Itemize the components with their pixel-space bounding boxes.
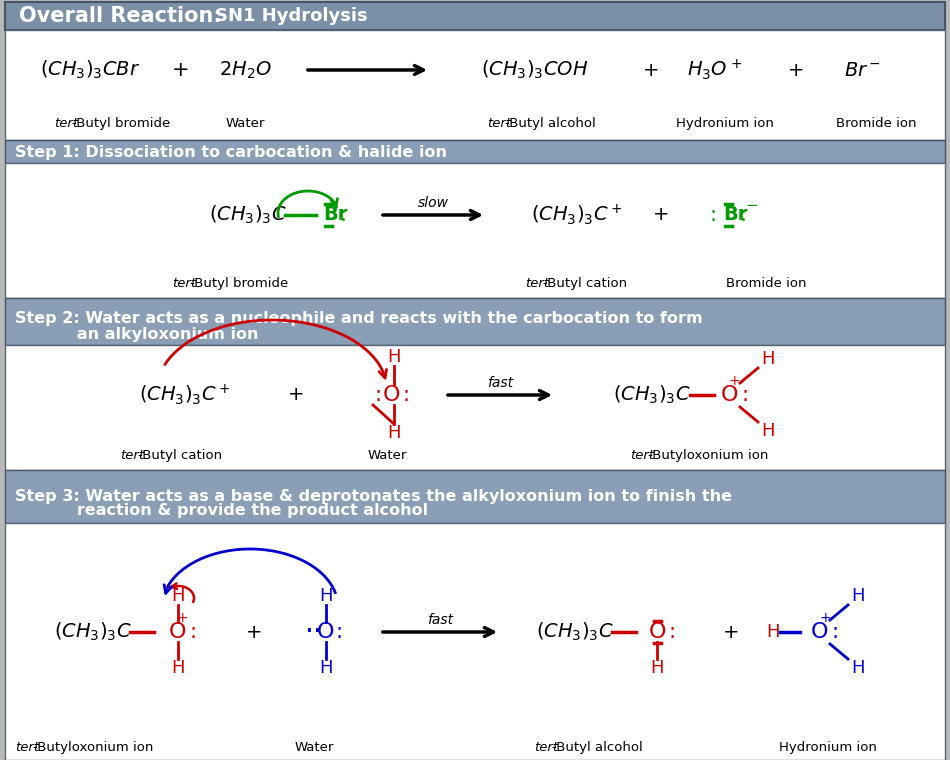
Text: Hydronium ion: Hydronium ion <box>779 741 877 754</box>
Text: -Butyl bromide: -Butyl bromide <box>190 277 288 290</box>
Text: Step 1: Dissociation to carbocation & halide ion: Step 1: Dissociation to carbocation & ha… <box>15 144 447 160</box>
Text: $2H_2O$: $2H_2O$ <box>218 59 272 81</box>
Text: -Butyl cation: -Butyl cation <box>138 449 222 462</box>
Text: Overall Reaction:: Overall Reaction: <box>19 6 221 26</box>
Text: tert: tert <box>630 449 655 462</box>
Text: O: O <box>383 385 401 405</box>
Text: Bromide ion: Bromide ion <box>836 117 917 130</box>
Text: O: O <box>648 622 666 642</box>
Text: H: H <box>319 659 332 677</box>
Text: H: H <box>171 659 184 677</box>
Text: $+$: $+$ <box>245 622 261 641</box>
Text: $+$: $+$ <box>722 622 738 641</box>
Text: :: : <box>335 622 343 642</box>
Text: H: H <box>171 587 184 605</box>
Text: Water: Water <box>368 449 408 462</box>
Text: $+$: $+$ <box>652 205 668 224</box>
Text: H: H <box>388 424 401 442</box>
Text: ·: · <box>313 618 321 646</box>
Text: H: H <box>767 623 780 641</box>
Text: tert: tert <box>54 117 78 130</box>
Text: Bromide ion: Bromide ion <box>726 277 807 290</box>
Bar <box>5 345 945 470</box>
Text: $(CH_3)_3C^+$: $(CH_3)_3C^+$ <box>531 203 623 227</box>
Text: H: H <box>650 659 664 677</box>
Text: $+$: $+$ <box>287 385 303 404</box>
Text: H: H <box>851 587 864 605</box>
Text: ·: · <box>305 618 314 646</box>
Text: -Butyl alcohol: -Butyl alcohol <box>505 117 596 130</box>
Bar <box>5 2 945 30</box>
Text: $-$: $-$ <box>745 195 758 211</box>
Text: $(CH_3)_3CBr$: $(CH_3)_3CBr$ <box>40 59 140 81</box>
Text: :: : <box>403 385 409 405</box>
Text: tert: tert <box>534 741 559 754</box>
Text: O: O <box>169 622 187 642</box>
Text: slow: slow <box>417 196 448 210</box>
Text: :: : <box>740 205 747 225</box>
Text: Br: Br <box>723 205 748 224</box>
Text: Water: Water <box>226 117 265 130</box>
Bar <box>5 30 945 140</box>
Text: +: + <box>176 611 188 625</box>
Text: $H_3O^+$: $H_3O^+$ <box>688 58 743 82</box>
Text: tert: tert <box>120 449 144 462</box>
Text: O: O <box>317 622 334 642</box>
Text: Step 2: Water acts as a nucleophile and reacts with the carbocation to form: Step 2: Water acts as a nucleophile and … <box>15 312 703 327</box>
Text: $(CH_3)_3C$: $(CH_3)_3C$ <box>54 621 132 643</box>
Text: $(CH_3)_3C$: $(CH_3)_3C$ <box>613 384 691 406</box>
Bar <box>5 140 945 163</box>
Text: Water: Water <box>295 741 334 754</box>
Text: -Butyl bromide: -Butyl bromide <box>72 117 170 130</box>
Text: $(CH_3)_3C^+$: $(CH_3)_3C^+$ <box>139 383 231 407</box>
Text: $(CH_3)_3C$: $(CH_3)_3C$ <box>536 621 614 643</box>
Text: fast: fast <box>487 376 513 390</box>
Text: O: O <box>721 385 739 405</box>
Bar <box>5 523 945 760</box>
Text: tert: tert <box>487 117 511 130</box>
Text: +: + <box>729 374 740 388</box>
Bar <box>5 298 945 345</box>
Text: -Butyloxonium ion: -Butyloxonium ion <box>33 741 153 754</box>
Text: :: : <box>189 622 197 642</box>
Text: :: : <box>374 385 382 405</box>
Text: $Br^-$: $Br^-$ <box>844 61 881 80</box>
Text: :: : <box>742 385 749 405</box>
Text: an alkyloxonium ion: an alkyloxonium ion <box>15 327 258 341</box>
Text: tert: tert <box>172 277 196 290</box>
Text: :: : <box>831 622 839 642</box>
Text: $+$: $+$ <box>171 60 189 80</box>
Text: Step 3: Water acts as a base & deprotonates the alkyloxonium ion to finish the: Step 3: Water acts as a base & deprotona… <box>15 489 732 504</box>
Text: Hydronium ion: Hydronium ion <box>676 117 774 130</box>
Text: -Butyl cation: -Butyl cation <box>543 277 627 290</box>
Text: -Butyloxonium ion: -Butyloxonium ion <box>648 449 769 462</box>
Text: SN1 Hydrolysis: SN1 Hydrolysis <box>215 7 368 25</box>
Text: H: H <box>851 659 864 677</box>
Text: H: H <box>761 422 775 440</box>
Text: :: : <box>669 622 675 642</box>
Text: H: H <box>761 350 775 368</box>
Text: -Butyl alcohol: -Butyl alcohol <box>552 741 643 754</box>
Text: $+$: $+$ <box>642 61 658 80</box>
Text: O: O <box>811 622 828 642</box>
Text: H: H <box>388 348 401 366</box>
Text: $(CH_3)_3C$: $(CH_3)_3C$ <box>209 204 287 226</box>
Text: $(CH_3)_3COH$: $(CH_3)_3COH$ <box>482 59 589 81</box>
Text: reaction & provide the product alcohol: reaction & provide the product alcohol <box>15 504 428 518</box>
Text: $+$: $+$ <box>787 61 803 80</box>
Text: H: H <box>319 587 332 605</box>
Text: Br: Br <box>323 205 348 224</box>
Text: fast: fast <box>427 613 453 627</box>
Bar <box>5 163 945 298</box>
Text: +: + <box>819 611 831 625</box>
Text: :: : <box>710 205 717 225</box>
Text: tert: tert <box>525 277 549 290</box>
Bar <box>5 470 945 523</box>
Text: :: : <box>340 205 347 225</box>
Text: tert: tert <box>15 741 39 754</box>
